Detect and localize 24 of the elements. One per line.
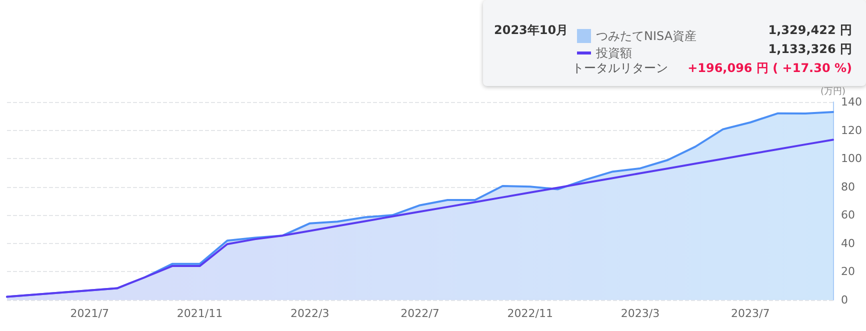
x-tick-label: 2021/11 [176,307,223,320]
y-tick-label: 60 [841,208,855,222]
x-tick-label: 2022/7 [400,307,440,320]
y-tick-label: 0 [841,294,848,306]
y-tick-label: 20 [841,265,855,278]
legend-label: つみたてNISA資産 [596,29,697,43]
text: +196,096 円 ( +17.30 %) [688,61,852,75]
text: 1,133,326 円 [768,42,852,56]
y-tick-label: 80 [841,180,855,194]
y-tick-label: 100 [841,152,862,166]
line-series [6,138,834,298]
y-tick-label: 140 [841,96,862,108]
x-tick-label: 2023/3 [620,307,660,320]
y-axis-title: (万円) [820,87,846,98]
x-tick-label: 2021/7 [70,307,109,320]
y-tick-label: 40 [841,236,855,250]
text: 2023年10月 [494,23,568,37]
y-tick-label: 120 [841,124,862,137]
x-tick-label: 2022/3 [290,307,330,320]
x-tick-label: 2022/11 [507,307,553,320]
text: トータルリターン [572,61,668,75]
text: 1,329,422 円 [768,23,852,37]
legend-label: 投資額 [595,46,632,60]
x-tick-label: 2023/7 [731,307,770,320]
